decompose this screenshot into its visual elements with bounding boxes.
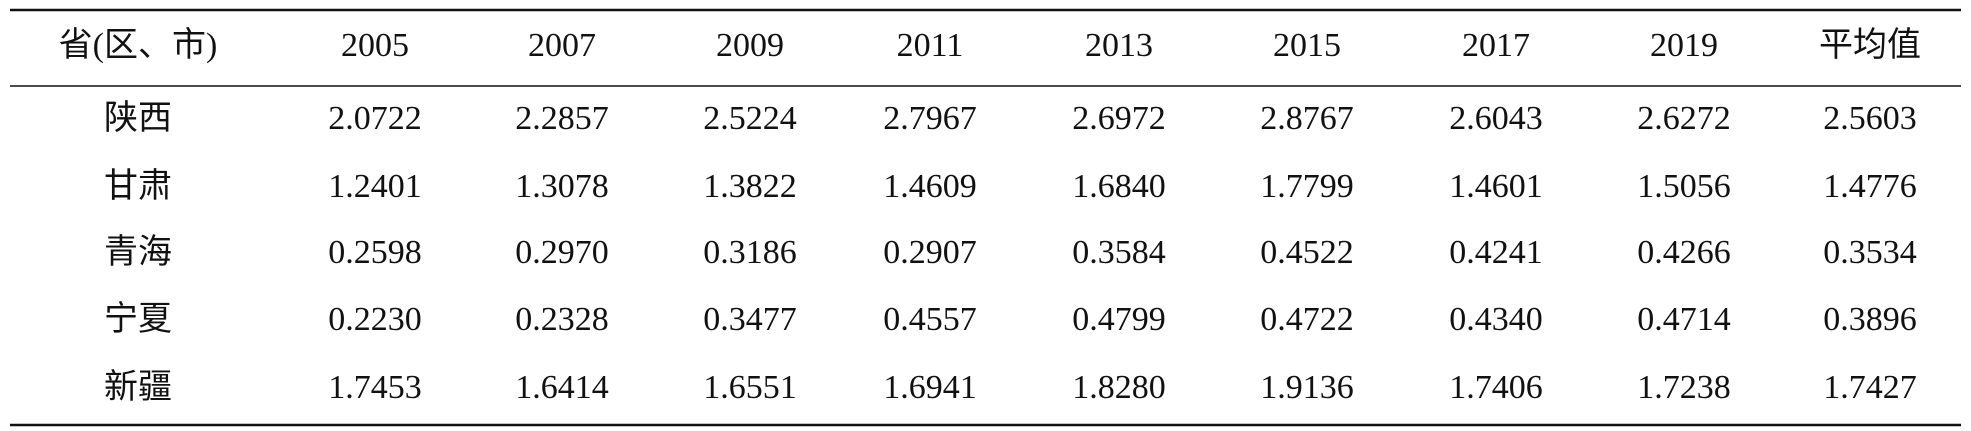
cell: 2.6272: [1637, 100, 1731, 137]
header-cell: 2017: [1462, 27, 1530, 64]
cell: 1.4609: [883, 168, 977, 205]
cell: 1.7427: [1823, 369, 1917, 406]
row-label: 新疆: [104, 368, 172, 406]
cell: 1.6840: [1072, 168, 1166, 205]
header-cell: 2007: [528, 27, 596, 64]
row-label: 宁夏: [104, 300, 172, 338]
cell: 1.5056: [1637, 168, 1731, 205]
cell: 1.7406: [1449, 369, 1543, 406]
header-cell: 平均值: [1819, 26, 1921, 64]
header-cell: 2015: [1273, 27, 1341, 64]
cell: 0.4557: [883, 301, 977, 338]
cell: 1.7453: [328, 369, 422, 406]
cell: 0.4522: [1260, 234, 1354, 271]
cell: 1.6414: [515, 369, 609, 406]
cell: 2.6972: [1072, 100, 1166, 137]
cell: 1.6551: [703, 369, 797, 406]
cell: 1.4776: [1823, 168, 1917, 205]
header-cell: 2005: [341, 27, 409, 64]
cell: 0.4266: [1637, 234, 1731, 271]
cell: 0.3534: [1823, 234, 1917, 271]
cell: 0.3477: [703, 301, 797, 338]
header-cell: 2011: [897, 27, 964, 64]
cell: 2.8767: [1260, 100, 1354, 137]
cell: 0.2970: [515, 234, 609, 271]
cell: 0.2598: [328, 234, 422, 271]
cell: 2.7967: [883, 100, 977, 137]
cell: 0.4722: [1260, 301, 1354, 338]
cell: 0.4799: [1072, 301, 1166, 338]
row-label: 陕西: [104, 100, 172, 137]
cell: 0.2230: [328, 301, 422, 338]
cell: 1.3822: [703, 168, 797, 205]
cell: 2.2857: [515, 100, 609, 137]
cell: 0.4714: [1637, 301, 1731, 338]
cell: 0.2328: [515, 301, 609, 338]
cell: 0.4241: [1449, 234, 1543, 271]
cell: 2.5603: [1823, 100, 1917, 137]
cell: 0.4340: [1449, 301, 1543, 338]
cell: 1.3078: [515, 168, 609, 205]
cell: 1.6941: [883, 369, 977, 406]
cell: 1.2401: [328, 168, 422, 205]
header-cell: 2013: [1085, 27, 1153, 64]
cell: 0.3584: [1072, 234, 1166, 271]
cell: 0.3186: [703, 234, 797, 271]
cell: 0.3896: [1823, 301, 1917, 338]
header-cell: 2009: [716, 27, 784, 64]
header-cell: 省(区、市): [59, 26, 218, 64]
cell: 1.8280: [1072, 369, 1166, 406]
cell: 1.4601: [1449, 168, 1543, 205]
cell: 2.0722: [328, 100, 422, 137]
cell: 2.5224: [703, 100, 797, 137]
row-label: 青海: [104, 233, 172, 271]
cell: 2.6043: [1449, 100, 1543, 137]
cell: 0.2907: [883, 234, 977, 271]
row-label: 甘肃: [104, 168, 172, 205]
cell: 1.7238: [1637, 369, 1731, 406]
cell: 1.7799: [1260, 168, 1354, 205]
cell: 1.9136: [1260, 369, 1354, 406]
header-cell: 2019: [1650, 27, 1718, 64]
